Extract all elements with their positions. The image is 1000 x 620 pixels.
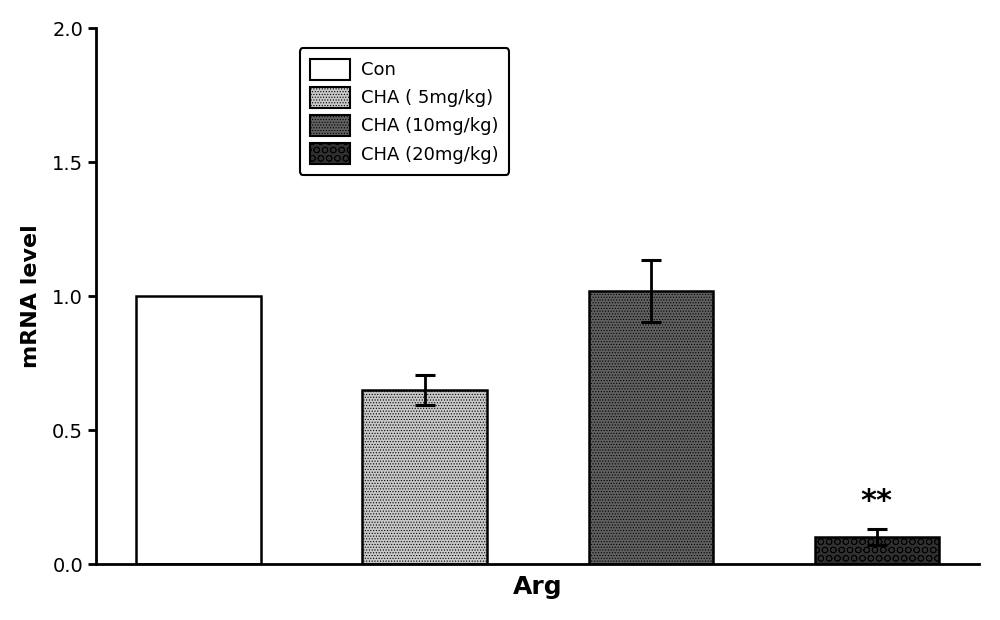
Bar: [815, 538, 939, 564]
Bar: [136, 296, 261, 564]
Text: **: **: [861, 487, 893, 516]
Legend: Con, CHA ( 5mg/kg), CHA (10mg/kg), CHA (20mg/kg): Con, CHA ( 5mg/kg), CHA (10mg/kg), CHA (…: [300, 48, 509, 175]
Y-axis label: mRNA level: mRNA level: [21, 224, 41, 368]
Bar: [362, 390, 487, 564]
Bar: [589, 291, 713, 564]
X-axis label: Arg: Arg: [513, 575, 563, 599]
